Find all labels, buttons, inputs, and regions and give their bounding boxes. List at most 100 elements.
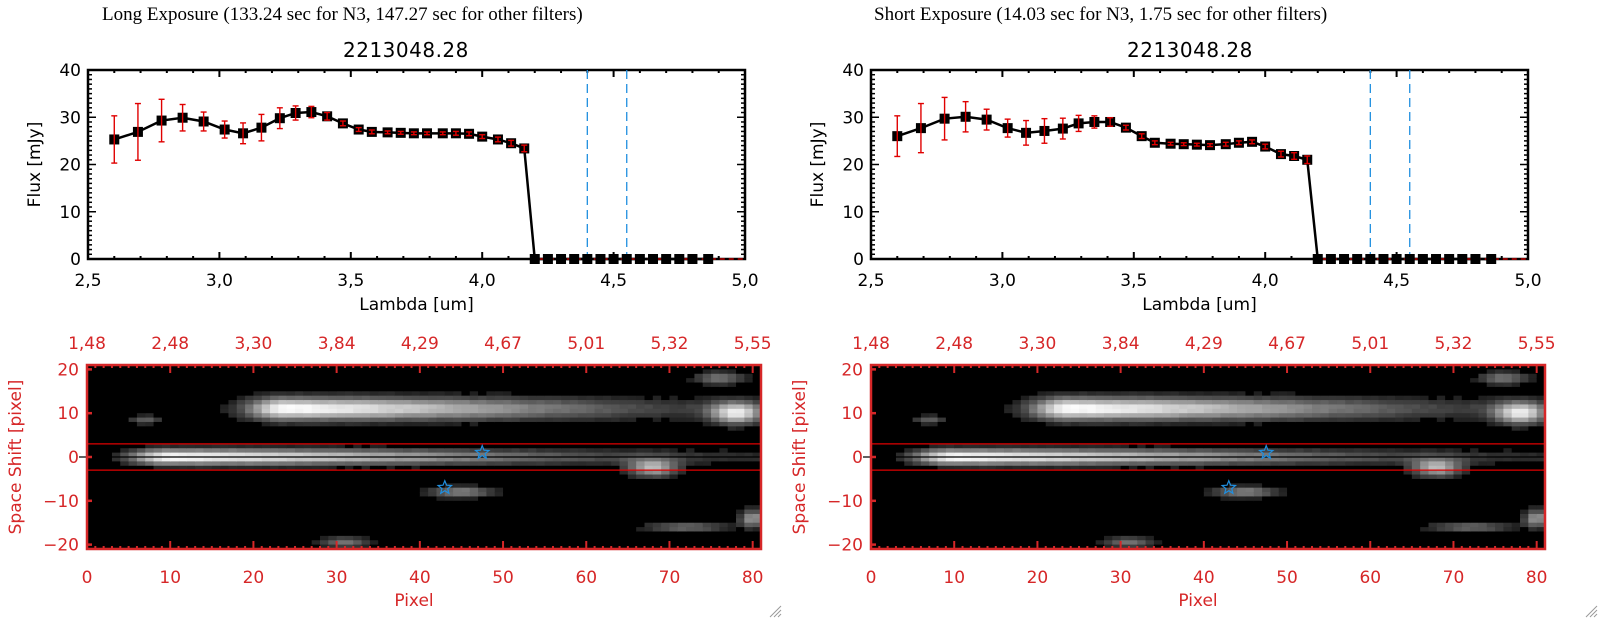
image-pixel [503, 378, 512, 384]
image-pixel [752, 400, 762, 406]
image-pixel [453, 426, 463, 432]
image-pixel [677, 382, 687, 388]
image-pixel [503, 478, 512, 484]
image-pixel [95, 435, 105, 441]
image-pixel [503, 474, 512, 480]
image-pixel [344, 448, 354, 454]
image-pixel [220, 439, 230, 445]
image-pixel [719, 448, 729, 454]
image-pixel [519, 443, 529, 449]
image-pixel [727, 439, 737, 445]
image-pixel [428, 435, 438, 441]
image-pixel [478, 452, 488, 458]
image-pixel [920, 395, 930, 401]
image-pixel [970, 496, 980, 502]
image-pixel [220, 404, 230, 410]
image-pixel [871, 413, 880, 419]
image-pixel [403, 413, 413, 419]
image-pixel [1029, 492, 1039, 498]
image-pixel [461, 527, 471, 533]
image-pixel [386, 500, 396, 506]
image-pixel [594, 540, 604, 546]
image-pixel [186, 540, 196, 546]
image-pixel [536, 487, 546, 493]
image-pixel [386, 404, 396, 410]
image-pixel [261, 470, 271, 476]
image-pixel [602, 505, 612, 511]
image-pixel [403, 378, 413, 384]
image-pixel [503, 522, 512, 528]
image-pixel [103, 522, 113, 528]
image-pixel [744, 452, 754, 458]
image-pixel [752, 492, 762, 498]
image-pixel [611, 457, 621, 462]
image-pixel [752, 404, 762, 410]
image-pixel [511, 395, 521, 401]
image-pixel [979, 395, 989, 401]
image-pixel [1029, 421, 1039, 427]
x-tick-label: 5,0 [1514, 271, 1541, 291]
image-pixel [945, 426, 955, 432]
image-pixel [153, 487, 163, 493]
image-pixel [1004, 535, 1014, 541]
image-pixel [203, 417, 213, 423]
image-pixel [544, 404, 554, 410]
image-pixel [1029, 439, 1039, 445]
image-pixel [428, 421, 438, 427]
image-pixel [87, 378, 96, 384]
image-pixel [153, 373, 163, 379]
image-pixel [136, 378, 146, 384]
image-pixel [103, 448, 113, 454]
image-pixel [378, 496, 388, 502]
image-pixel [253, 513, 263, 519]
image-pixel [303, 465, 313, 471]
image-pixel [386, 382, 396, 388]
image-pixel [636, 400, 646, 406]
image-pixel [95, 413, 105, 419]
image-pixel [503, 435, 512, 441]
image-pixel [336, 505, 346, 511]
image-pixel [594, 518, 604, 524]
image-pixel [295, 483, 304, 489]
image-pixel [736, 461, 745, 467]
image-pixel [378, 535, 388, 541]
image-pixel [719, 413, 729, 419]
image-pixel [411, 408, 421, 414]
image-pixel [619, 439, 629, 445]
image-pixel [203, 535, 213, 541]
image-pixel [736, 509, 745, 515]
image-pixel [120, 470, 130, 476]
image-pixel [311, 518, 321, 524]
image-pixel [419, 417, 429, 423]
image-pixel [311, 496, 321, 502]
image-pixel [469, 391, 479, 397]
image-pixel [87, 435, 96, 441]
image-pixel [702, 395, 712, 401]
image-pixel [311, 522, 321, 528]
image-pixel [453, 417, 463, 423]
image-pixel [220, 448, 230, 454]
image-pixel [1029, 365, 1039, 370]
image-pixel [577, 417, 587, 423]
image-pixel [236, 395, 246, 401]
image-pixel [344, 391, 354, 397]
image-pixel [503, 443, 512, 449]
image-pixel [619, 426, 629, 432]
image-pixel [386, 509, 396, 515]
image-pixel [203, 435, 213, 441]
image-pixel [411, 500, 421, 506]
image-pixel [970, 483, 980, 489]
data-point [529, 254, 540, 264]
image-pixel [970, 535, 980, 541]
image-pixel [644, 391, 654, 397]
image-pixel [920, 509, 930, 515]
image-pixel [311, 487, 321, 493]
image-pixel [669, 540, 679, 546]
image-pixel [895, 448, 905, 454]
image-pixel [536, 513, 546, 519]
image-pixel [419, 408, 429, 414]
image-pixel [444, 378, 454, 384]
image-pixel [386, 540, 396, 546]
image-pixel [211, 492, 221, 498]
image-pixel [879, 487, 889, 493]
